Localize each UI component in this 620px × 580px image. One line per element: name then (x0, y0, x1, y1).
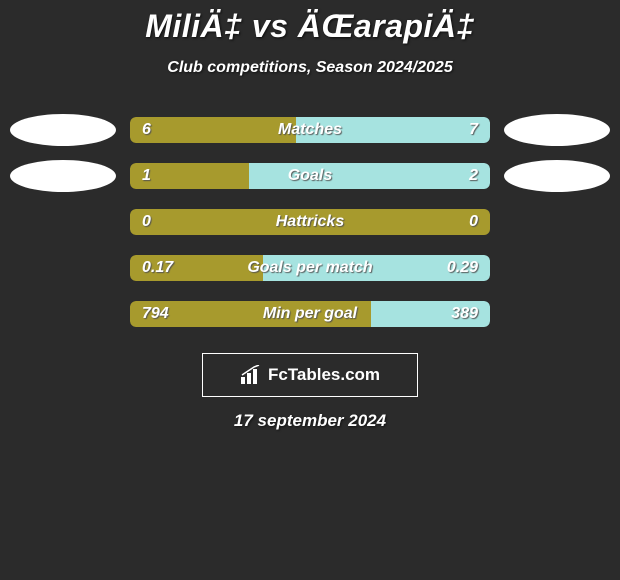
stat-bar: Hattricks00 (130, 209, 490, 235)
bar-left-fill (130, 255, 263, 281)
stat-row: Hattricks00 (10, 199, 610, 245)
stat-row: Matches67 (10, 107, 610, 153)
stat-bar: Matches67 (130, 117, 490, 143)
barchart-icon (240, 365, 262, 385)
bar-right-fill (296, 117, 490, 143)
header: MiliÄ‡ vs ÄŒarapiÄ‡ Club competitions, S… (0, 0, 620, 77)
date-text: 17 september 2024 (0, 411, 620, 431)
bar-left-fill (130, 117, 296, 143)
player-left-name: MiliÄ‡ (145, 8, 242, 44)
page-title: MiliÄ‡ vs ÄŒarapiÄ‡ (0, 8, 620, 45)
bar-right-fill (263, 255, 490, 281)
brand-text: FcTables.com (268, 365, 380, 385)
stat-row: Goals per match0.170.29 (10, 245, 610, 291)
stat-row: Goals12 (10, 153, 610, 199)
stat-bar: Goals per match0.170.29 (130, 255, 490, 281)
bar-left-fill (130, 301, 371, 327)
team-right-logo (504, 160, 610, 192)
subtitle: Club competitions, Season 2024/2025 (0, 59, 620, 77)
bar-right-fill (249, 163, 490, 189)
team-left-logo (10, 160, 116, 192)
stat-row: Min per goal794389 (10, 291, 610, 337)
vs-text: vs (252, 8, 289, 44)
team-right-logo (504, 114, 610, 146)
bar-left-fill (130, 163, 249, 189)
bar-left-fill (130, 209, 490, 235)
bar-right-fill (371, 301, 490, 327)
player-right-name: ÄŒarapiÄ‡ (298, 8, 475, 44)
comparison-chart: Matches67 Goals12 Hattricks00 Goals per mat… (0, 107, 620, 337)
brand-box[interactable]: FcTables.com (202, 353, 418, 397)
team-left-logo (10, 114, 116, 146)
stat-bar: Goals12 (130, 163, 490, 189)
stat-bar: Min per goal794389 (130, 301, 490, 327)
